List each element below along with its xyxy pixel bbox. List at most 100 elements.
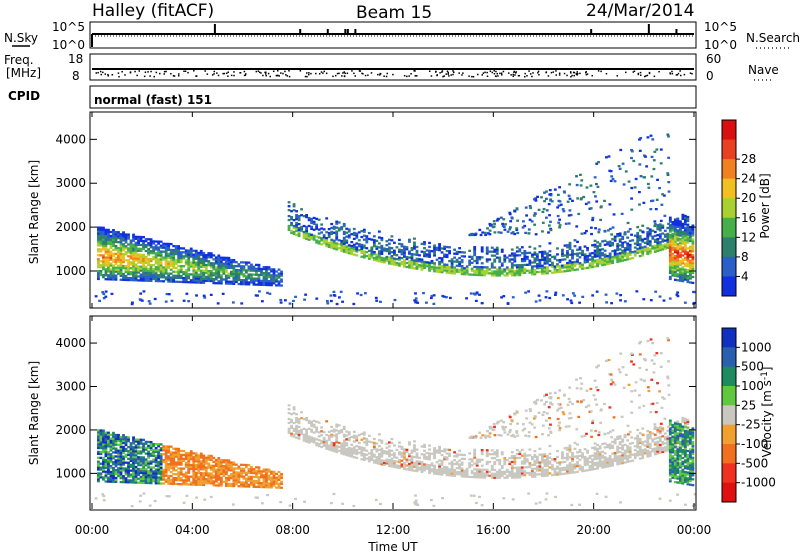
nave-dot bbox=[524, 75, 526, 78]
velocity-cell bbox=[144, 472, 148, 475]
velocity-cell bbox=[119, 469, 123, 472]
velocity-cell bbox=[352, 446, 356, 449]
power-cell bbox=[199, 263, 203, 267]
power-cell bbox=[425, 253, 429, 256]
power-cell bbox=[320, 223, 324, 226]
velocity-cell bbox=[102, 443, 105, 446]
power-cell bbox=[159, 258, 163, 261]
power-cell bbox=[119, 278, 123, 281]
power-cell bbox=[571, 263, 574, 266]
power-cell bbox=[509, 220, 513, 223]
power-cell bbox=[583, 232, 587, 235]
freq-left-label-2: [MHz] bbox=[6, 66, 41, 80]
power-cell bbox=[270, 282, 273, 285]
velocity-cell bbox=[387, 464, 391, 468]
nave-dot bbox=[272, 70, 275, 73]
power-cell bbox=[500, 248, 504, 251]
nave-dot bbox=[648, 71, 651, 74]
velocity-cell bbox=[455, 472, 459, 476]
velocity-cell bbox=[295, 432, 298, 435]
velocity-cell bbox=[164, 447, 168, 450]
power-cell bbox=[202, 253, 206, 257]
velocity-cell bbox=[327, 430, 331, 434]
velocity-cell bbox=[438, 459, 441, 462]
velocity-cell bbox=[390, 449, 394, 452]
velocity-cell bbox=[410, 457, 414, 460]
velocity-cell bbox=[405, 464, 409, 467]
power-cell bbox=[535, 255, 539, 258]
power-cell bbox=[618, 254, 622, 257]
power-cell bbox=[184, 255, 188, 258]
velocity-cell bbox=[360, 438, 364, 441]
power-cell bbox=[297, 230, 301, 234]
velocity-cell bbox=[229, 473, 233, 476]
power-cell bbox=[222, 262, 226, 265]
power-cell bbox=[310, 221, 314, 225]
velocity-cell bbox=[272, 482, 276, 485]
power-cell bbox=[636, 251, 640, 254]
velocity-cell bbox=[224, 461, 228, 464]
power-cell bbox=[513, 270, 517, 273]
velocity-cell bbox=[237, 479, 241, 482]
velocity-cell bbox=[124, 443, 128, 447]
velocity-cell bbox=[443, 465, 446, 469]
velocity-cell bbox=[340, 430, 344, 434]
power-cell bbox=[117, 235, 120, 238]
velocity-cell bbox=[149, 470, 153, 473]
power-cell bbox=[154, 262, 158, 265]
velocity-cell bbox=[460, 457, 464, 460]
power-cell bbox=[177, 272, 181, 276]
nave-dot bbox=[403, 74, 406, 77]
power-cell bbox=[144, 265, 148, 268]
velocity-cell bbox=[345, 442, 349, 445]
power-cell bbox=[473, 293, 477, 296]
power-cell bbox=[102, 230, 105, 233]
velocity-cell bbox=[229, 482, 233, 486]
power-cell bbox=[310, 225, 314, 229]
velocity-cell bbox=[104, 451, 108, 454]
power-cell bbox=[242, 273, 246, 276]
power-cell bbox=[172, 250, 176, 254]
power-cell bbox=[129, 249, 133, 252]
power-cell bbox=[362, 250, 366, 253]
power-cell bbox=[598, 248, 602, 251]
power-cell bbox=[675, 293, 679, 296]
power-cell bbox=[202, 263, 206, 267]
power-cell bbox=[598, 250, 602, 253]
power-cell bbox=[134, 277, 138, 280]
power-cell bbox=[347, 248, 351, 251]
power-cell bbox=[234, 261, 238, 264]
power-cell bbox=[671, 228, 675, 232]
power-cell bbox=[621, 245, 625, 248]
nave-dot bbox=[529, 73, 532, 75]
velocity-cell bbox=[375, 442, 379, 445]
velocity-cell bbox=[355, 435, 359, 438]
power-cell bbox=[159, 276, 163, 279]
velocity-cell bbox=[117, 457, 120, 460]
power-cell bbox=[197, 265, 201, 268]
velocity-cell bbox=[209, 468, 213, 471]
power-cell bbox=[255, 283, 258, 286]
velocity-cell bbox=[114, 447, 118, 450]
power-cell bbox=[528, 271, 532, 274]
power-cell bbox=[478, 228, 482, 232]
velocity-cell bbox=[144, 458, 148, 461]
power-cell bbox=[566, 263, 569, 267]
velocity-cell bbox=[239, 483, 243, 486]
power-cell bbox=[686, 237, 690, 240]
power-cell bbox=[478, 266, 482, 269]
velocity-cell bbox=[159, 478, 163, 481]
power-cell bbox=[648, 234, 652, 237]
velocity-cell bbox=[179, 461, 183, 464]
velocity-cell bbox=[473, 456, 477, 459]
power-cell bbox=[340, 239, 344, 243]
power-cell bbox=[154, 277, 158, 281]
velocity-cell bbox=[147, 456, 150, 459]
velocity-cell bbox=[347, 446, 351, 450]
power-cell bbox=[109, 252, 113, 255]
velocity-cell bbox=[332, 444, 336, 447]
velocity-cell bbox=[107, 431, 110, 434]
power-cell bbox=[398, 250, 401, 253]
power-cell bbox=[112, 248, 115, 252]
velocity-cell bbox=[224, 476, 228, 480]
